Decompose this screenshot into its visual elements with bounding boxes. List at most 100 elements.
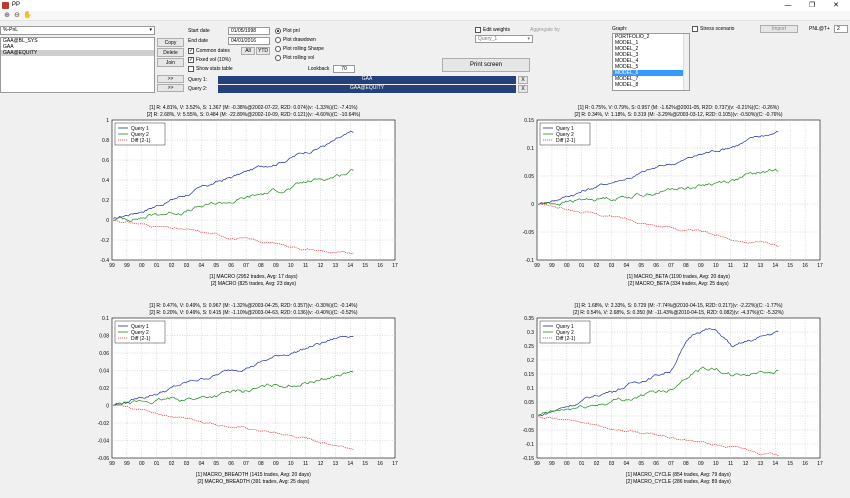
chevron-down-icon: ▾ [149,27,152,33]
x-tick-label: 00 [564,263,570,269]
x-tick-label: 03 [609,461,615,467]
y-tick-label: 0.2 [102,198,109,204]
plot-drawdown-radio[interactable] [275,37,281,43]
graph-item[interactable]: MODEL_1 [615,40,639,46]
chart-panel: 0.1 0.08 0.06 0.04 0.02 0 -0.02 -0.04 -0.06 99 99 0… [0,297,425,494]
stress-scenario-label: Stress scenario [700,26,735,32]
query2-label: Query 2: [188,86,208,92]
y-tick-label: -0.02 [98,421,110,427]
stress-scenario-checkbox[interactable] [692,26,698,32]
edit-weights-checkbox[interactable] [475,27,481,33]
plot-pnl-radio[interactable] [275,28,281,34]
minimize-button[interactable]: — [784,2,792,9]
print-screen-button[interactable]: Print screen [442,58,530,72]
end-date-input[interactable]: 04/01/2016 [228,37,270,45]
common-dates-checkbox[interactable]: ✓ [188,48,194,54]
y-tick-label: 0.6 [102,158,109,164]
x-tick-label: 10 [288,461,294,467]
y-tick-label: 0.3 [527,330,534,336]
y-tick-label: 0.04 [99,368,109,374]
delete-button[interactable]: Delete [157,48,184,57]
graph-item-selected[interactable]: MODEL_6 [613,70,689,76]
add-query1-button[interactable]: >> [157,75,184,83]
x-tick-label: 10 [713,461,719,467]
legend-label: Diff (2-1) [556,336,576,342]
query2-remove-button[interactable]: X [518,85,528,93]
metric-dropdown-value: %-PnL [3,27,19,33]
graph-list[interactable]: PORTFOLIO_2 MODEL_1 MODEL_2 MODEL_3 MODE… [612,33,690,91]
edit-weights-label: Edit weights [483,27,510,33]
import-button[interactable]: Import [760,25,798,33]
pnl-offset-input[interactable]: 2 [834,25,848,33]
x-tick-label: 15 [362,263,368,269]
chart-caption-2: [2] MACRO_BETA (334 trades, Avg: 25 days… [628,281,729,287]
app-icon [2,2,9,9]
y-tick-label: 0.1 [102,316,109,322]
ytd-button[interactable]: YTD [256,47,270,55]
query2-series-line [538,366,779,416]
x-tick-label: 14 [773,461,779,467]
query1-remove-button[interactable]: X [518,76,528,84]
graph-item[interactable]: MODEL_2 [615,46,639,52]
pnl-chart[interactable]: 0.150.10.050-0.05-0.199 99 00 01 02 03 04 05 06 0… [425,99,850,296]
y-tick-label: -0.4 [100,258,109,264]
show-stats-checkbox[interactable] [188,66,194,72]
toolbar [0,11,850,21]
x-tick-label: 08 [258,461,264,467]
legend-label: Query 2 [131,330,149,336]
x-tick-label: 08 [683,461,689,467]
x-tick-label: 17 [817,263,823,269]
graph-item[interactable]: MODEL_8 [615,82,639,88]
y-tick-label: 0.02 [99,386,109,392]
query2-field[interactable]: GAA@EQUITY [218,85,516,93]
graph-list-scrollbar[interactable] [683,34,689,90]
query-select-value: Query_1 [478,36,498,42]
graph-item[interactable]: MODEL_7 [615,76,639,82]
metric-dropdown[interactable]: %-PnL ▾ [0,26,155,35]
all-button[interactable]: All [241,47,255,55]
graph-item[interactable]: MODEL_5 [615,64,639,70]
restore-button[interactable]: ❐ [808,2,816,9]
lookback-input[interactable]: 70 [333,65,355,73]
x-tick-label: 09 [698,461,704,467]
zoom-in-icon[interactable]: ⊕ [4,12,10,19]
query1-series-line [538,130,779,206]
list-item[interactable]: GAA [3,44,14,50]
fixed-vol-checkbox[interactable]: ✓ [188,57,194,63]
query1-field[interactable]: GAA [218,76,516,84]
start-date-label: Start date [188,28,210,34]
copy-button[interactable]: Copy [157,38,184,47]
y-tick-label: 0.4 [102,178,109,184]
x-tick-label: 13 [758,461,764,467]
x-tick-label: 09 [273,461,279,467]
x-tick-label: 08 [258,263,264,269]
join-button[interactable]: Join [157,58,184,67]
y-tick-label: 0.8 [102,138,109,144]
x-tick-label: 06 [653,461,659,467]
x-tick-label: 15 [787,263,793,269]
pan-icon[interactable]: ✋ [23,12,32,19]
list-item[interactable]: GAA@BL_SYS [3,38,38,44]
list-item[interactable]: GAA@EQUITY [1,50,154,56]
query1-series-line [113,131,354,220]
chart-panel: 0.15 0.1 0.05 0 -0.05 -0.1 99 99 00 01 02 03 04 05 06 0… [425,99,850,296]
close-button[interactable]: ✕ [833,2,839,9]
y-tick-label: 0.06 [99,351,109,357]
x-tick-label: 17 [392,263,398,269]
plot-vol-radio[interactable] [275,55,281,61]
graph-item[interactable]: MODEL_4 [615,58,639,64]
query-list[interactable]: GAA@BL_SYS GAA GAA@EQUITY [0,37,155,93]
y-tick-label: -0.1 [525,442,534,448]
pnl-chart[interactable]: 10.80.60.40.20-0.2-0.499 99 00 01 02 03 04 05 06… [0,99,425,296]
legend-label: Query 1 [131,324,149,330]
zoom-out-icon[interactable]: ⊖ [14,12,20,19]
graph-item[interactable]: MODEL_3 [615,52,639,58]
graph-item[interactable]: PORTFOLIO_2 [615,34,650,40]
chart-caption-2: [2] MACRO_BREADTH (391 trades, Avg: 25 d… [197,479,310,485]
add-query2-button[interactable]: >> [157,84,184,92]
query-select[interactable]: Query_1 ▾ [475,35,533,43]
plot-sharpe-radio[interactable] [275,46,281,52]
pnl-chart[interactable]: 0.35 0.3 0.25 0.2 0.15 0.1 0.05 0 -0.05 -0.1 -0.15… [425,297,850,494]
start-date-input[interactable]: 01/05/1998 [228,27,270,35]
